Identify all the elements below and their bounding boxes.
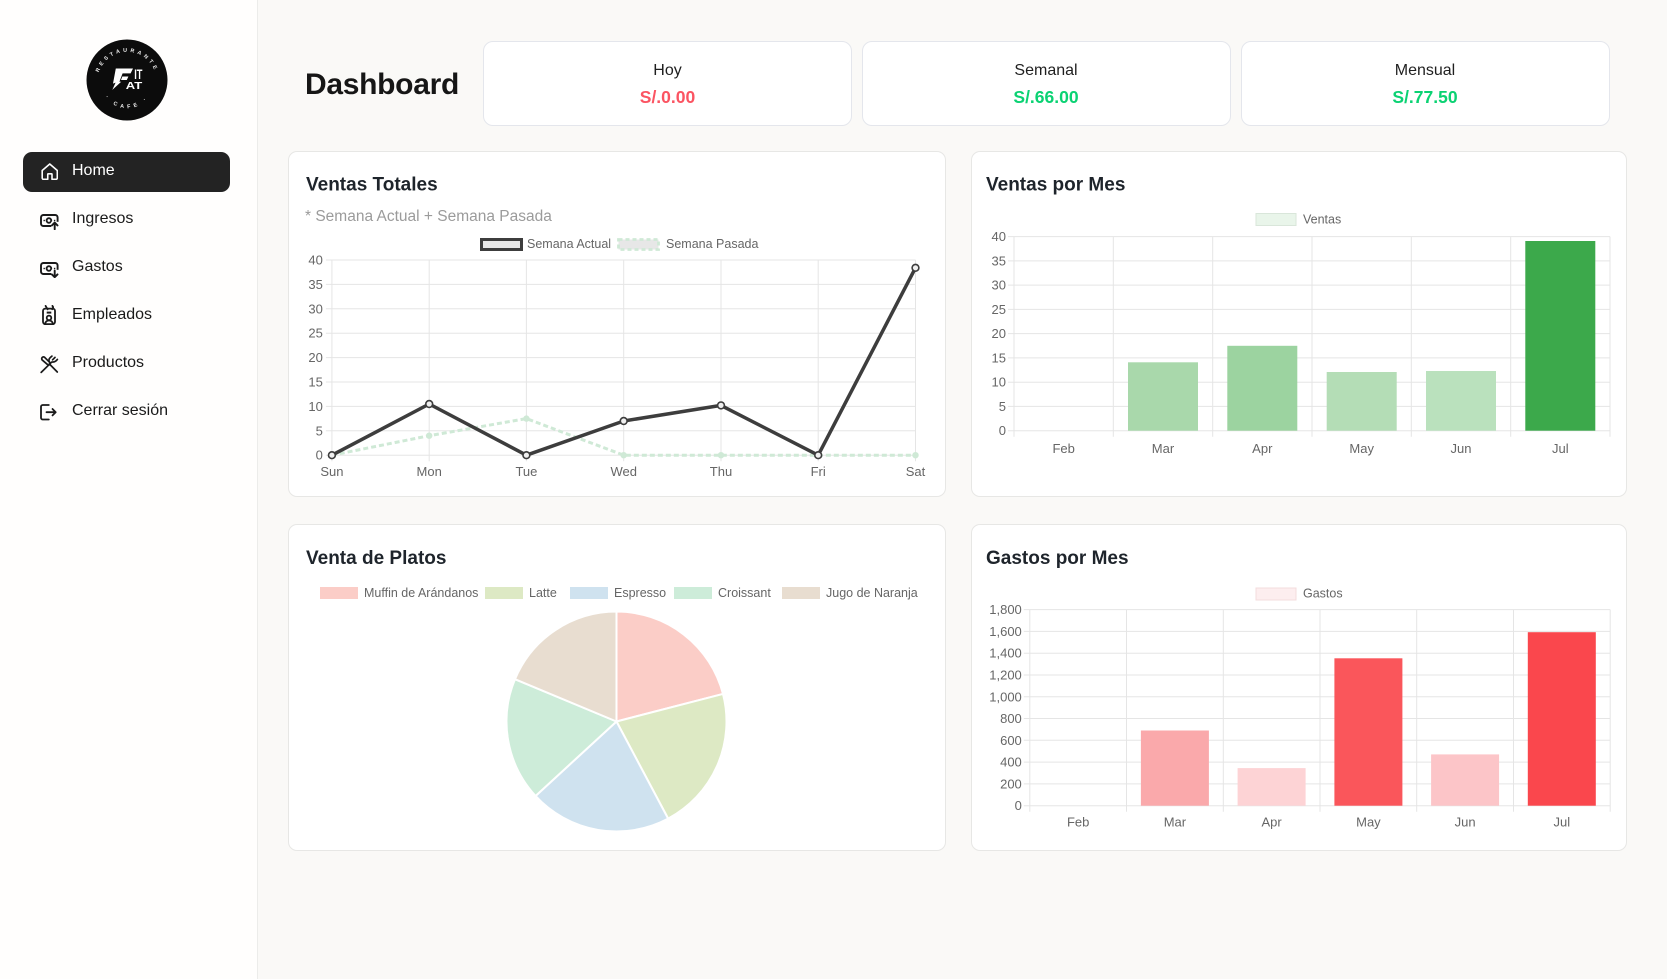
- svg-text:5: 5: [999, 399, 1006, 414]
- svg-text:Jul: Jul: [1553, 815, 1570, 830]
- svg-text:20: 20: [992, 326, 1006, 341]
- svg-text:1,800: 1,800: [989, 602, 1022, 617]
- svg-text:Jun: Jun: [1455, 815, 1476, 830]
- svg-text:1,200: 1,200: [989, 667, 1022, 682]
- svg-text:Semana Pasada: Semana Pasada: [666, 237, 758, 251]
- svg-text:Jul: Jul: [1552, 441, 1569, 456]
- svg-text:30: 30: [308, 301, 322, 316]
- svg-text:Jugo de Naranja: Jugo de Naranja: [826, 586, 918, 600]
- svg-text:Gastos por Mes: Gastos por Mes: [986, 548, 1129, 569]
- svg-text:25: 25: [308, 326, 322, 341]
- svg-text:Jun: Jun: [1451, 441, 1472, 456]
- svg-text:200: 200: [1000, 776, 1022, 791]
- svg-text:Ventas por Mes: Ventas por Mes: [986, 175, 1125, 196]
- svg-text:600: 600: [1000, 733, 1022, 748]
- svg-text:40: 40: [992, 229, 1006, 244]
- svg-text:1,600: 1,600: [989, 624, 1022, 639]
- svg-text:10: 10: [992, 375, 1006, 390]
- svg-text:40: 40: [308, 253, 322, 268]
- svg-text:Mar: Mar: [1164, 815, 1187, 830]
- svg-text:IT: IT: [134, 67, 143, 82]
- svg-text:35: 35: [308, 277, 322, 292]
- svg-text:Venta de Platos: Venta de Platos: [306, 548, 446, 569]
- svg-text:May: May: [1349, 441, 1374, 456]
- svg-text:20: 20: [308, 350, 322, 365]
- svg-text:10: 10: [308, 399, 322, 414]
- svg-text:Espresso: Espresso: [614, 586, 666, 600]
- svg-text:Fri: Fri: [811, 464, 826, 479]
- svg-text:Gastos: Gastos: [1303, 587, 1343, 601]
- svg-text:Muffin de Arándanos: Muffin de Arándanos: [364, 586, 478, 600]
- svg-text:May: May: [1356, 815, 1381, 830]
- svg-text:Croissant: Croissant: [718, 586, 771, 600]
- svg-text:Mar: Mar: [1152, 441, 1175, 456]
- svg-text:30: 30: [992, 278, 1006, 293]
- svg-text:Latte: Latte: [529, 586, 557, 600]
- svg-text:15: 15: [308, 375, 322, 390]
- svg-text:* Semana Actual + Semana Pasad: * Semana Actual + Semana Pasada: [305, 208, 552, 225]
- svg-text:25: 25: [992, 302, 1006, 317]
- svg-text:15: 15: [992, 350, 1006, 365]
- svg-text:Mon: Mon: [417, 464, 442, 479]
- svg-text:Sun: Sun: [320, 464, 343, 479]
- svg-text:Apr: Apr: [1252, 441, 1273, 456]
- svg-text:Ventas Totales: Ventas Totales: [306, 175, 438, 196]
- svg-text:Tue: Tue: [515, 464, 537, 479]
- svg-text:0: 0: [999, 423, 1006, 438]
- svg-text:5: 5: [316, 423, 323, 438]
- svg-text:Feb: Feb: [1052, 441, 1074, 456]
- svg-text:Sat: Sat: [906, 464, 926, 479]
- svg-text:AT: AT: [126, 81, 143, 92]
- svg-text:Apr: Apr: [1261, 815, 1282, 830]
- svg-text:400: 400: [1000, 755, 1022, 770]
- svg-text:1,400: 1,400: [989, 646, 1022, 661]
- svg-text:1,000: 1,000: [989, 689, 1022, 704]
- svg-text:800: 800: [1000, 711, 1022, 726]
- svg-text:35: 35: [992, 253, 1006, 268]
- svg-text:0: 0: [1015, 798, 1022, 813]
- svg-text:Feb: Feb: [1067, 815, 1089, 830]
- svg-text:Thu: Thu: [710, 464, 732, 479]
- svg-text:Wed: Wed: [610, 464, 637, 479]
- svg-text:0: 0: [316, 448, 323, 463]
- svg-text:Semana Actual: Semana Actual: [527, 237, 611, 251]
- svg-text:Ventas: Ventas: [1303, 213, 1341, 227]
